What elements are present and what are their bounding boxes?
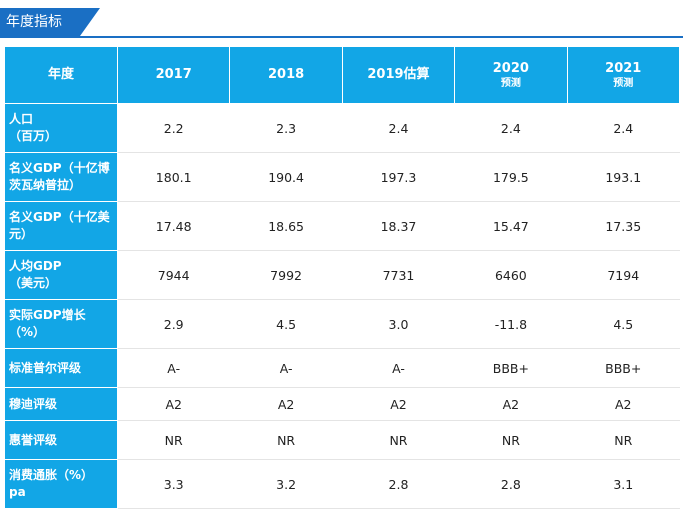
section-title: 年度指标 xyxy=(6,14,62,30)
table-cell: 7992 xyxy=(229,250,343,300)
column-header: 2020 预测 xyxy=(454,46,568,104)
row-label: 消费通胀（%） pa xyxy=(4,459,118,509)
table-cell: 180.1 xyxy=(116,152,231,202)
column-header: 2017 xyxy=(116,46,231,104)
column-year: 2018 xyxy=(267,67,305,82)
indicators-table: 年度 2017 2018 2019估算 2020 预测 2021 预测 人口 （百万）… xyxy=(4,46,680,509)
table-cell: 190.4 xyxy=(229,152,343,202)
table-cell: 6460 xyxy=(454,250,568,300)
row-label-line: pa xyxy=(9,485,26,499)
column-header: 2018 xyxy=(229,46,343,104)
table-cell: 18.37 xyxy=(341,201,456,251)
table-row: 标准普尔评级 A- A- A- BBB+ BBB+ xyxy=(4,348,680,388)
section-header: 年度指标 xyxy=(0,8,683,38)
table-cell: 2.3 xyxy=(229,103,343,153)
table-cell: 7731 xyxy=(341,250,456,300)
row-label-line: （百万） xyxy=(9,129,58,143)
table-cell: A2 xyxy=(566,387,680,421)
column-note: 预测 xyxy=(500,77,521,89)
row-label: 穆迪评级 xyxy=(4,387,118,421)
table-cell: 2.8 xyxy=(341,459,456,509)
table-cell: 2.8 xyxy=(454,459,568,509)
column-header: 2019估算 xyxy=(341,46,456,104)
row-label-line: 名义GDP（十亿博 xyxy=(9,161,110,175)
row-label-line: 消费通胀（%） xyxy=(9,468,94,482)
table-cell: 18.65 xyxy=(229,201,343,251)
row-label: 惠誉评级 xyxy=(4,420,118,460)
column-year: 2019估算 xyxy=(367,67,430,82)
column-note: 预测 xyxy=(613,77,634,89)
column-header: 2021 预测 xyxy=(566,46,680,104)
table-cell: 2.2 xyxy=(116,103,231,153)
column-year: 2017 xyxy=(155,67,192,82)
table-row: 人均GDP （美元） 7944 7992 7731 6460 7194 xyxy=(4,250,680,300)
table-row: 穆迪评级 A2 A2 A2 A2 A2 xyxy=(4,387,680,421)
table-cell: 193.1 xyxy=(566,152,680,202)
column-year: 2021 xyxy=(605,60,642,76)
row-label: 名义GDP（十亿博 茨瓦纳普拉） xyxy=(4,152,118,202)
table-row: 消费通胀（%） pa 3.3 3.2 2.8 2.8 3.1 xyxy=(4,459,680,509)
table-cell: BBB+ xyxy=(566,348,680,388)
table-cell: 17.48 xyxy=(116,201,231,251)
table-cell: BBB+ xyxy=(454,348,568,388)
table-row: 人口 （百万） 2.2 2.3 2.4 2.4 2.4 xyxy=(4,103,680,153)
table-cell: A- xyxy=(341,348,456,388)
table-cell: NR xyxy=(454,420,568,460)
row-label-line: 茨瓦纳普拉） xyxy=(9,178,82,192)
table-cell: A2 xyxy=(229,387,343,421)
table-cell: 17.35 xyxy=(566,201,680,251)
table-cell: 7194 xyxy=(566,250,680,300)
table-cell: 3.0 xyxy=(341,299,456,349)
table-cell: NR xyxy=(341,420,456,460)
table-cell: 15.47 xyxy=(454,201,568,251)
row-label-line: （%） xyxy=(9,325,46,339)
row-label-line: 名义GDP（十亿美 xyxy=(9,210,110,224)
table-cell: A- xyxy=(116,348,231,388)
row-label-line: 标准普尔评级 xyxy=(9,360,82,375)
row-label-line: 人口 xyxy=(9,112,34,126)
row-label-line: 元） xyxy=(9,227,34,241)
table-cell: 3.2 xyxy=(229,459,343,509)
table-cell: 4.5 xyxy=(229,299,343,349)
table-cell: 2.4 xyxy=(341,103,456,153)
row-label-line: 穆迪评级 xyxy=(9,396,58,411)
row-label-line: 人均GDP xyxy=(9,259,62,273)
table-cell: 2.4 xyxy=(566,103,680,153)
table-cell: 2.9 xyxy=(116,299,231,349)
table-cell: 3.1 xyxy=(566,459,680,509)
table-cell: NR xyxy=(566,420,680,460)
row-label: 名义GDP（十亿美 元） xyxy=(4,201,118,251)
table-cell: NR xyxy=(229,420,343,460)
header-row: 年度 2017 2018 2019估算 2020 预测 2021 预测 xyxy=(4,46,680,104)
year-header-label: 年度 xyxy=(4,46,118,104)
table-cell: A2 xyxy=(454,387,568,421)
table-cell: 2.4 xyxy=(454,103,568,153)
table-cell: 7944 xyxy=(116,250,231,300)
row-label: 人均GDP （美元） xyxy=(4,250,118,300)
column-year: 2020 xyxy=(492,60,529,76)
table-cell: 179.5 xyxy=(454,152,568,202)
row-label-line: 实际GDP增长 xyxy=(9,308,86,322)
table-row: 名义GDP（十亿博 茨瓦纳普拉） 180.1 190.4 197.3 179.5 … xyxy=(4,152,680,202)
table-cell: A2 xyxy=(116,387,231,421)
table-cell: 3.3 xyxy=(116,459,231,509)
table-row: 实际GDP增长 （%） 2.9 4.5 3.0 -11.8 4.5 xyxy=(4,299,680,349)
table-row: 名义GDP（十亿美 元） 17.48 18.65 18.37 15.47 17.3… xyxy=(4,201,680,251)
row-label-line: （美元） xyxy=(9,276,58,290)
table-cell: A2 xyxy=(341,387,456,421)
table-cell: A- xyxy=(229,348,343,388)
row-label-line: 惠誉评级 xyxy=(9,432,58,447)
row-label: 标准普尔评级 xyxy=(4,348,118,388)
table-cell: 4.5 xyxy=(566,299,680,349)
row-label: 人口 （百万） xyxy=(4,103,118,153)
table-cell: -11.8 xyxy=(454,299,568,349)
table-cell: NR xyxy=(116,420,231,460)
table-cell: 197.3 xyxy=(341,152,456,202)
table-row: 惠誉评级 NR NR NR NR NR xyxy=(4,420,680,460)
row-label: 实际GDP增长 （%） xyxy=(4,299,118,349)
